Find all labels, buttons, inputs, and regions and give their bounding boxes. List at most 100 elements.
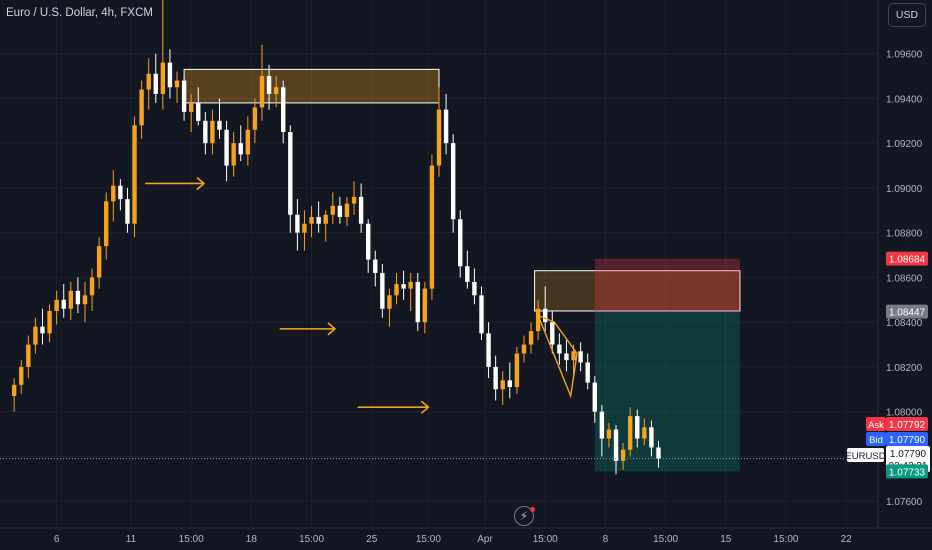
candle-body [443, 109, 449, 144]
time-tick-label: 15:00 [299, 534, 324, 545]
candle-body [450, 143, 456, 220]
candle-body [620, 449, 626, 461]
candle-body [309, 217, 314, 224]
candle-body [472, 281, 477, 296]
candle-body [82, 295, 88, 305]
target-price-label: 1.07733 [889, 467, 926, 478]
candle-body [266, 76, 272, 94]
candle-body [543, 308, 548, 323]
candle-body [89, 277, 95, 296]
bid-tag: Bid [869, 435, 883, 446]
candle-body [365, 223, 371, 260]
candle-body [550, 322, 555, 345]
candle-body [514, 353, 520, 388]
candle-body [528, 331, 534, 345]
candle-body [26, 344, 31, 367]
supply-zone [534, 270, 741, 312]
candle-body [132, 125, 137, 224]
candle-body [642, 427, 647, 439]
chart-title: Euro / U.S. Dollar, 4h, FXCM [6, 7, 153, 19]
price-tick-label: 1.08600 [886, 273, 923, 284]
candle-body [401, 284, 406, 289]
candle-body [465, 266, 470, 282]
time-tick-label: 15:00 [653, 534, 678, 545]
candle-body [564, 353, 569, 361]
candle-body [153, 73, 158, 94]
arrow-head [327, 322, 337, 336]
time-tick-label: 15 [720, 534, 732, 545]
price-tick-label: 1.08800 [886, 229, 923, 240]
short-position-tool[interactable] [594, 258, 740, 472]
candle-body [118, 185, 123, 200]
candle-body [479, 295, 484, 334]
candle-body [252, 107, 258, 130]
candle-body [302, 223, 307, 233]
last-price: 1.07790 [890, 449, 927, 460]
notification-dot [530, 507, 535, 512]
candle-body [613, 429, 619, 461]
candle-body [40, 326, 45, 334]
currency-button[interactable]: USD [888, 3, 926, 27]
time-tick-label: 15:00 [533, 534, 558, 545]
candle-body [238, 143, 243, 155]
candle-body [606, 429, 612, 439]
ask-price-label-bg [886, 417, 928, 431]
annotations [0, 176, 878, 460]
candle-body [635, 416, 640, 439]
candle-body [188, 102, 194, 112]
price-tick-label: 1.08400 [886, 318, 923, 329]
time-tick-label: 6 [54, 534, 60, 545]
price-tick-label: 1.09200 [886, 139, 923, 150]
candle-body [415, 281, 420, 323]
candle-body [316, 217, 321, 224]
candle-body [493, 366, 498, 390]
grid [0, 0, 878, 528]
candle-body [578, 351, 583, 363]
arrow-head [196, 176, 206, 191]
candle-body [111, 185, 116, 202]
candle-body [323, 214, 328, 224]
candle-body [351, 196, 357, 204]
candle-body [295, 214, 300, 233]
candle-body [571, 351, 576, 361]
candle-body [599, 411, 605, 439]
resistance-price-label: 1.08684 [889, 255, 926, 266]
time-tick-label: 15:00 [773, 534, 798, 545]
candle-body [75, 290, 81, 305]
price-tick-label: 1.08000 [886, 408, 923, 419]
candle-body [273, 87, 279, 94]
time-tick-label: 11 [126, 534, 137, 545]
candle-body [259, 76, 265, 108]
candle-body [394, 284, 399, 296]
candle-body [649, 427, 654, 448]
candle-body [380, 272, 385, 309]
lightning-icon[interactable]: ⚡︎ [514, 506, 534, 526]
candle-body [373, 259, 378, 273]
entry-price-label-bg [886, 304, 928, 319]
candle-body [33, 326, 38, 345]
candle-body [486, 333, 491, 367]
candle-body [47, 310, 52, 334]
candle-body [408, 281, 413, 289]
supply-zone [183, 68, 440, 104]
ask-tag: Ask [868, 420, 884, 431]
candle-body [387, 295, 392, 309]
time-tick-label: 18 [246, 534, 258, 545]
candle-body [288, 132, 293, 215]
price-labels: 1.08684 1.08447 Ask 1.07792 Bid 1.07790 EURUSD… [845, 251, 930, 479]
candle-body [146, 73, 151, 90]
candle-body [592, 382, 597, 412]
candle-body [358, 196, 364, 224]
target-price-label-bg [886, 464, 928, 479]
arrow-head [420, 400, 430, 414]
candle-body [210, 120, 215, 144]
candle-body [174, 80, 180, 88]
candle-body [535, 308, 541, 332]
candle-body [160, 62, 166, 94]
bid-price-label: 1.07790 [889, 435, 926, 446]
price-tick-label: 1.09400 [886, 94, 923, 105]
candle-body [19, 366, 24, 385]
candle-body [585, 362, 590, 383]
